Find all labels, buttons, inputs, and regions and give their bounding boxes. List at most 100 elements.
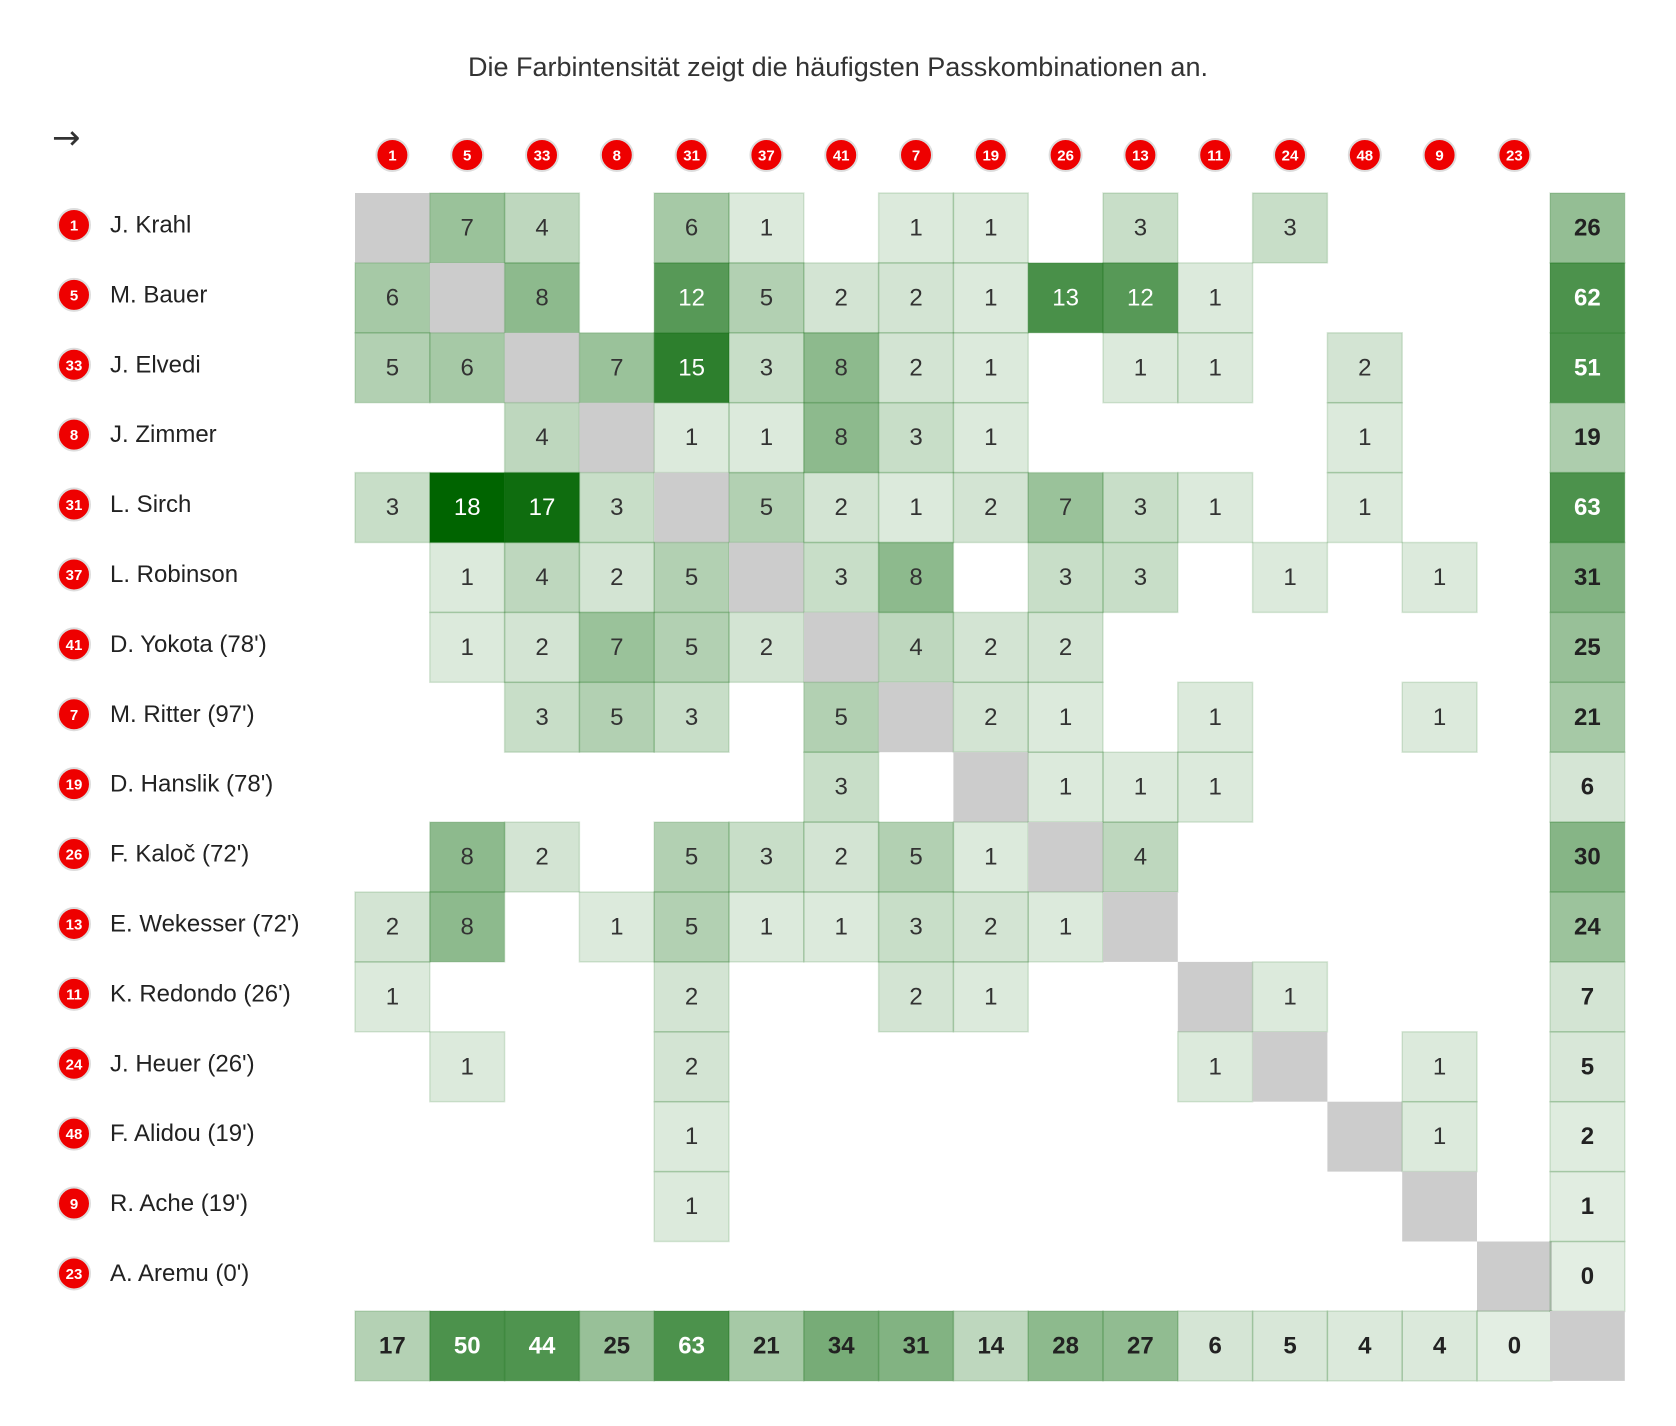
player-badge-circle	[599, 138, 634, 172]
heatmap-cell-label: 1	[1209, 354, 1222, 381]
heatmap-cell-label: 5	[835, 704, 848, 731]
heatmap-cell	[1401, 1031, 1478, 1103]
player-badge-number: 19	[982, 148, 999, 165]
row-total-label: 1	[1581, 1193, 1594, 1220]
heatmap-cell	[728, 611, 805, 684]
heatmap-cell-label: 3	[610, 494, 623, 521]
heatmap-cell-label: 8	[835, 354, 848, 381]
heatmap-cell-label: 1	[1134, 354, 1147, 381]
row-total-label: 6	[1581, 774, 1594, 801]
heatmap-cell	[952, 262, 1029, 334]
heatmap-cell-label: 7	[610, 354, 623, 381]
row-total-label: 63	[1574, 494, 1601, 521]
player-badge-circle	[57, 1046, 91, 1081]
heatmap-cell-label: 4	[535, 424, 548, 451]
row-player-name: J. Krahl	[110, 211, 191, 238]
row-player-badge: 33	[57, 347, 91, 382]
heatmap-cell	[1251, 192, 1329, 264]
column-total-cell	[503, 1310, 581, 1382]
heatmap-cell-label: 2	[610, 564, 623, 591]
heatmap-cell-label: 5	[909, 844, 922, 871]
heatmap-cell	[728, 891, 805, 963]
player-badge-circle	[824, 138, 859, 172]
heatmap-cell	[653, 1170, 730, 1243]
column-total-cell	[1027, 1310, 1104, 1382]
player-badge-circle	[57, 277, 91, 312]
heatmap-cell-label: 2	[535, 844, 548, 871]
player-badge-circle	[57, 627, 91, 662]
heatmap-cell-label: 2	[984, 704, 997, 731]
heatmap-cell	[354, 471, 431, 544]
heatmap-cell	[429, 541, 506, 614]
heatmap-cell-label: 4	[535, 214, 548, 241]
player-badge-circle	[375, 138, 410, 172]
row-player-badge: 9	[57, 1186, 91, 1221]
heatmap-cell	[578, 611, 655, 684]
chart-subtitle: Die Farbintensität zeigt die häufigsten …	[468, 52, 1208, 82]
heatmap-cell	[877, 961, 955, 1033]
heatmap-cell	[653, 891, 730, 963]
heatmap-cell	[1102, 821, 1179, 893]
heatmap-cell	[803, 751, 880, 823]
heatmap-cell	[1177, 262, 1254, 334]
heatmap-cell-label: 1	[760, 214, 773, 241]
column-player-badge: 5	[450, 138, 485, 172]
heatmap-cell-label: 2	[760, 634, 773, 661]
row-total-cell	[1549, 891, 1626, 963]
row-total-label: 26	[1574, 214, 1601, 241]
row-total-cell	[1549, 1240, 1626, 1313]
heatmap-cell	[1177, 1031, 1254, 1103]
player-badge-number: 9	[70, 1196, 78, 1213]
heatmap-cell	[1102, 262, 1179, 334]
heatmap-cell	[1102, 541, 1179, 614]
row-total-cell	[1549, 262, 1626, 334]
player-badge-number: 41	[66, 637, 83, 654]
row-total-cell	[1549, 611, 1626, 684]
player-badge-circle	[57, 906, 91, 941]
heatmap-cell	[653, 1031, 730, 1103]
row-total-cell	[1549, 401, 1626, 474]
heatmap-cell-label: 5	[685, 564, 698, 591]
row-total-label: 0	[1581, 1263, 1594, 1290]
column-total-cell	[653, 1310, 730, 1382]
heatmap-cell	[877, 471, 955, 544]
heatmap-cell	[1177, 471, 1254, 544]
heatmap-cell	[653, 611, 730, 684]
heatmap-cell	[503, 681, 581, 753]
heatmap-cell-label: 1	[1209, 494, 1222, 521]
heatmap-cell-label: 5	[760, 284, 773, 311]
diagonal-cell	[1028, 822, 1103, 892]
heatmap-cell	[578, 471, 655, 544]
heatmap-cell	[877, 192, 955, 264]
heatmap-cell-label: 5	[610, 704, 623, 731]
heatmap-cell-label: 1	[610, 913, 623, 940]
heatmap-cell-label: 7	[1059, 494, 1072, 521]
heatmap-cell-label: 8	[461, 844, 474, 871]
column-player-badge: 37	[749, 138, 784, 172]
heatmap-cell	[803, 262, 880, 334]
diagonal-cell	[1402, 1171, 1477, 1242]
row-player-name: L. Robinson	[110, 561, 238, 588]
column-player-badge: 31	[674, 138, 709, 172]
heatmap-cell-label: 1	[1433, 704, 1446, 731]
column-player-badge: 23	[1497, 138, 1532, 172]
row-total-cell	[1549, 1031, 1626, 1103]
column-total-label: 44	[529, 1332, 556, 1359]
heatmap-cell-label: 1	[1059, 774, 1072, 801]
column-total-label: 31	[903, 1332, 930, 1359]
column-total-label: 27	[1127, 1332, 1154, 1359]
column-total-cell	[1401, 1310, 1478, 1382]
row-total-cell	[1549, 751, 1626, 823]
row-player-badge: 11	[57, 976, 91, 1011]
heatmap-cell-label: 1	[984, 284, 997, 311]
heatmap-cell	[1251, 961, 1329, 1033]
column-total-label: 28	[1052, 1332, 1079, 1359]
heatmap-cell-label: 4	[1134, 844, 1147, 871]
heatmap-cell-label: 6	[461, 354, 474, 381]
column-player-badge: 11	[1198, 138, 1233, 172]
player-badge-circle	[57, 697, 91, 732]
diagonal-cell	[953, 752, 1029, 823]
player-badge-circle	[57, 837, 91, 872]
heatmap-cell-label: 1	[909, 214, 922, 241]
row-player-badge: 23	[57, 1256, 91, 1291]
